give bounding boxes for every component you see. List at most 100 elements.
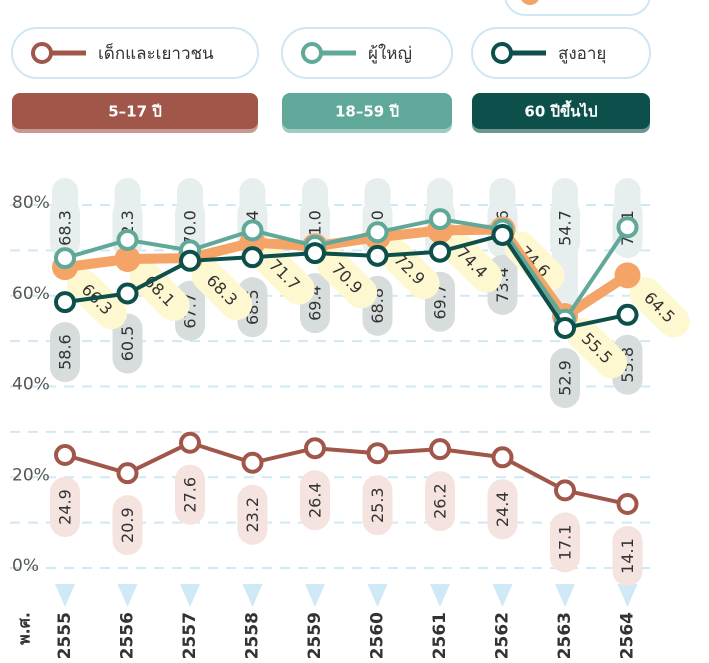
point [614, 262, 641, 289]
point [554, 479, 576, 502]
x-tick-triangle [492, 584, 513, 607]
point [616, 493, 639, 516]
legend-label: เด็กและเยาวชน [98, 42, 214, 64]
data-label: 17.1 [550, 512, 580, 573]
data-label-text: 23.2 [243, 497, 262, 533]
data-label-text: 68.3 [56, 210, 75, 246]
data-label: 26.4 [300, 470, 330, 531]
data-label: 26.2 [425, 471, 455, 532]
legend-pill [471, 27, 651, 79]
point [116, 282, 139, 305]
x-tick-triangle [117, 584, 138, 607]
data-label-text: 20.9 [118, 507, 137, 543]
data-label: 58.6 [50, 322, 80, 383]
x-tick-label: 2564 [618, 612, 638, 659]
data-label-text: 25.3 [368, 487, 387, 523]
point [116, 228, 139, 251]
data-label-pill [362, 475, 393, 536]
point [366, 244, 389, 267]
data-label: 20.9 [112, 495, 143, 556]
point [241, 451, 264, 474]
legend-pill-partial [504, 0, 651, 16]
y-tick-label: 60% [12, 284, 50, 304]
data-label-text: 54.7 [556, 210, 575, 246]
data-label-text: 17.1 [556, 525, 575, 561]
group-bar [472, 93, 650, 129]
point [429, 438, 451, 461]
x-tick-label: 2557 [180, 612, 200, 659]
data-label-pill [612, 526, 643, 587]
data-label: 60.5 [112, 313, 143, 374]
x-tick-label: 2562 [493, 612, 513, 659]
point [241, 219, 264, 242]
data-label-text: 14.1 [618, 538, 637, 574]
legend-label: สูงอายุ [558, 44, 606, 64]
x-tick-label: 2563 [555, 612, 575, 659]
point [54, 444, 76, 467]
data-label-pill [50, 198, 80, 258]
data-label-text: 26.4 [306, 482, 325, 518]
data-label-text: 58.6 [56, 334, 75, 370]
y-tick-label: 0% [12, 556, 39, 576]
legend-marker [491, 42, 513, 64]
data-label-pill [129, 260, 190, 322]
x-tick-triangle [367, 584, 388, 607]
x-tick-triangle [180, 584, 200, 607]
legend-pill [281, 27, 453, 79]
point [54, 291, 76, 314]
x-tick-label: 2555 [55, 612, 75, 659]
point [114, 245, 141, 272]
data-label: 25.3 [362, 475, 393, 536]
y-tick-label: 80% [12, 193, 50, 213]
legend-marker [301, 42, 323, 64]
series-line [64, 232, 628, 330]
point [179, 431, 201, 454]
data-label: 24.9 [50, 477, 80, 538]
data-label-text: 27.6 [181, 477, 200, 513]
data-label-pill [550, 512, 580, 573]
data-label-pill [175, 464, 205, 525]
data-label-pill [254, 244, 315, 305]
point [241, 246, 264, 269]
x-tick-label: 2558 [243, 612, 263, 659]
data-label-pill [550, 198, 580, 258]
point [429, 240, 451, 263]
data-label: 68.3 [50, 198, 80, 258]
data-label-pill [50, 477, 80, 538]
point [54, 247, 76, 270]
x-tick-triangle [617, 584, 638, 607]
data-label-text: 70.0 [181, 210, 200, 246]
data-label-text: 52.9 [556, 360, 575, 396]
point [366, 442, 389, 465]
series-line [64, 217, 630, 322]
point [116, 462, 139, 485]
x-tick-triangle [242, 584, 263, 607]
data-label-pill [629, 277, 690, 338]
data-label-pill [112, 495, 143, 556]
data-label-text: 60.5 [118, 326, 137, 362]
data-label-pill [112, 313, 143, 374]
legend-marker [31, 42, 53, 64]
group-label: 18–59 ปี [335, 103, 399, 121]
group-bar [282, 93, 452, 129]
legend-label: ผู้ใหญ่ [368, 43, 412, 64]
data-label: 14.1 [612, 526, 643, 587]
data-label-pill [237, 484, 268, 545]
series-line [64, 440, 628, 506]
point [366, 221, 389, 244]
point [179, 249, 201, 272]
x-tick-triangle [430, 584, 450, 607]
data-label: 27.6 [175, 464, 205, 525]
x-tick-triangle [55, 584, 75, 607]
data-label-pill [566, 318, 628, 379]
data-label: 54.7 [550, 198, 580, 258]
point [304, 437, 326, 460]
y-tick-label: 20% [12, 465, 50, 485]
data-label: 23.2 [237, 484, 268, 545]
group-bar [12, 93, 258, 129]
point [491, 223, 514, 246]
point [429, 208, 451, 231]
point [616, 216, 639, 239]
x-tick-triangle [305, 584, 325, 607]
point [304, 242, 326, 265]
